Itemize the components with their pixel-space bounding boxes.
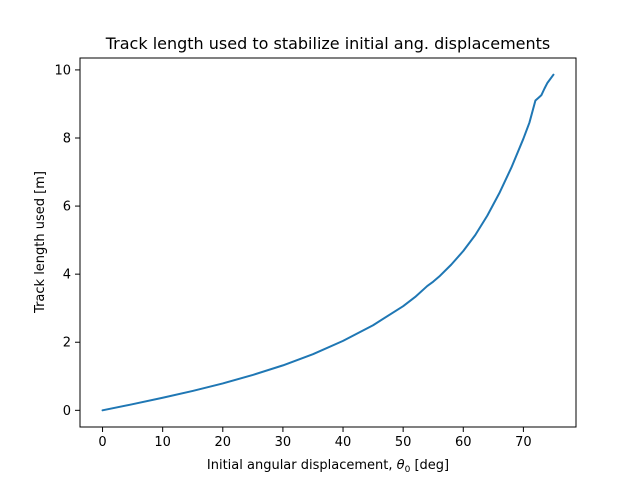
y-tick-label: 6	[63, 200, 71, 215]
y-tick-label: 0	[63, 404, 71, 419]
x-tick-label: 30	[275, 435, 292, 450]
x-tick-label: 0	[98, 435, 106, 450]
series-line	[101, 73, 555, 412]
chart-title: Track length used to stabilize initial a…	[105, 34, 551, 53]
y-tick-label: 8	[63, 131, 71, 146]
y-tick-label: 10	[54, 63, 71, 78]
y-axis-ticks: 0 2 4 6 8 10	[54, 63, 80, 419]
x-tick-label: 10	[154, 435, 171, 450]
x-axis-label-subscript: 0	[405, 465, 411, 475]
x-axis-ticks: 0 10 20 30 40 50 60 70	[98, 427, 532, 450]
x-tick-label: 20	[215, 435, 232, 450]
x-tick-label: 40	[335, 435, 352, 450]
plot-area	[101, 73, 555, 412]
x-tick-label: 60	[455, 435, 472, 450]
x-tick-label: 70	[515, 435, 532, 450]
x-axis-label-theta: θ	[397, 458, 405, 473]
x-tick-label: 50	[395, 435, 412, 450]
x-axis-label-prefix: Initial angular displacement,	[207, 458, 397, 473]
axes-frame	[79, 57, 577, 428]
x-axis-label: Initial angular displacement, θ0 [deg]	[207, 458, 449, 475]
y-tick-label: 4	[63, 268, 71, 283]
y-axis-label: Track length used [m]	[33, 171, 48, 314]
y-tick-label: 2	[63, 336, 71, 351]
x-axis-label-suffix: [deg]	[410, 458, 449, 473]
